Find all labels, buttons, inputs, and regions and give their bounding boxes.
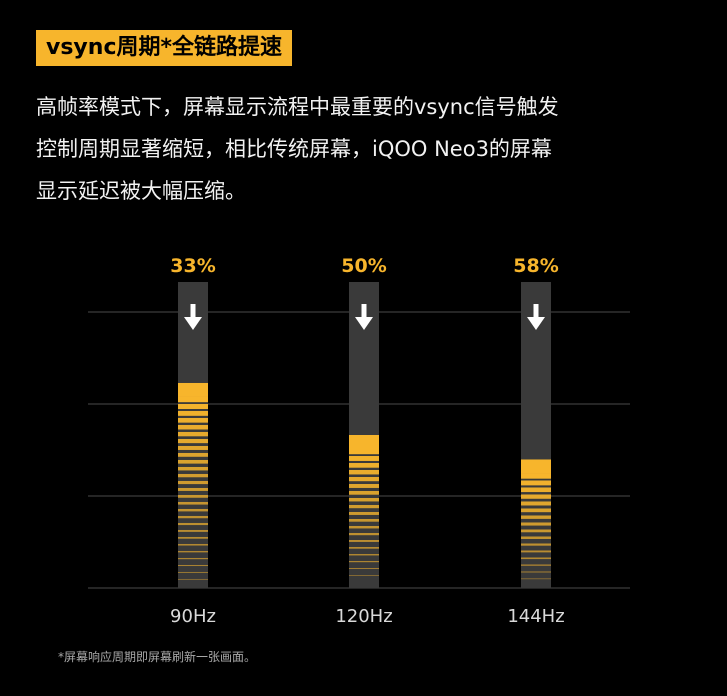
bar-stripe <box>349 526 379 529</box>
footnote: *屏幕响应周期即屏幕刷新一张画面。 <box>58 650 257 664</box>
data-label: 58% <box>513 255 558 277</box>
data-label: 33% <box>170 255 215 277</box>
arrow-head <box>527 317 545 330</box>
down-arrow-icon <box>355 304 373 330</box>
bar-stripe <box>178 396 208 403</box>
bars <box>178 282 551 588</box>
bar-stripe <box>178 410 208 416</box>
bar-stripe <box>521 550 551 553</box>
bar-stripe <box>178 508 208 512</box>
bar-stripe <box>521 543 551 546</box>
bar-stripe <box>178 515 208 519</box>
bar-stripe <box>178 473 208 478</box>
description-line: 控制周期显著缩短，相比传统屏幕，iQOO Neo3的屏幕 <box>36 137 552 161</box>
bar-stripe <box>521 508 551 513</box>
bar-stripe <box>521 515 551 519</box>
bar-stripe <box>521 522 551 526</box>
bar-stripe <box>178 557 208 560</box>
bar-stripe <box>349 470 379 475</box>
bar-stripe <box>521 564 551 566</box>
bar-stripe <box>521 536 551 539</box>
description-paragraph: 高帧率模式下，屏幕显示流程中最重要的vsync信号触发 控制周期显著缩短，相比传… <box>36 86 696 212</box>
bar-stripe <box>521 578 551 580</box>
bar-stripe <box>178 459 208 464</box>
category-label: 90Hz <box>170 606 216 627</box>
vsync-bar-chart: 33% 90Hz 50% 120Hz 58% 144Hz <box>88 255 630 627</box>
bar-stripe <box>349 456 379 461</box>
bar-stripe <box>349 554 379 556</box>
section-heading: vsync周期*全链路提速 <box>36 30 292 66</box>
down-arrow-icon <box>527 304 545 330</box>
bar-stripe <box>349 533 379 536</box>
bar-stripe <box>521 557 551 560</box>
bar-stripe <box>178 543 208 546</box>
bar-fill-cap <box>349 435 379 449</box>
bar-stripe <box>521 480 551 486</box>
description-line: 高帧率模式下，屏幕显示流程中最重要的vsync信号触发 <box>36 95 559 119</box>
bar-stripe <box>349 512 379 515</box>
bar-stripe <box>178 431 208 437</box>
bar-stripe <box>349 484 379 488</box>
description-line: 显示延迟被大幅压缩。 <box>36 179 246 203</box>
arrow-head <box>184 317 202 330</box>
bar-stripe <box>349 463 379 468</box>
bar-stripe <box>178 536 208 539</box>
bar-stripe <box>521 494 551 499</box>
bar-stripe <box>178 480 208 485</box>
bar-stripe <box>521 571 551 573</box>
bar-stripe <box>349 519 379 522</box>
bar-stripe <box>349 568 379 569</box>
arrow-shaft <box>190 304 196 320</box>
bar-stripe <box>349 498 379 502</box>
bar-stripe <box>178 529 208 532</box>
bar-stripe <box>349 561 379 563</box>
bar-fill-cap <box>521 459 551 474</box>
category-label: 120Hz <box>335 606 392 627</box>
bar-stripe <box>178 494 208 498</box>
bar-stripe <box>349 449 379 455</box>
labels: 33% 90Hz 50% 120Hz 58% 144Hz <box>170 255 565 627</box>
bar-stripe <box>178 571 208 573</box>
bar-stripe <box>349 540 379 542</box>
bar-stripe <box>349 505 379 509</box>
bar-stripe <box>178 445 208 450</box>
bar-stripe <box>178 424 208 430</box>
arrow-shaft <box>533 304 539 320</box>
bar-stripe <box>178 522 208 526</box>
bar-stripe <box>521 487 551 493</box>
data-label: 50% <box>341 255 386 277</box>
bar-stripe <box>178 564 208 567</box>
bar-stripe <box>178 578 208 580</box>
bar-stripe <box>178 452 208 457</box>
bar-stripe <box>521 473 551 479</box>
bar-stripe <box>349 547 379 549</box>
bar-stripe <box>349 477 379 482</box>
bar-stripe <box>178 403 208 410</box>
bar-stripe <box>178 550 208 553</box>
bar-stripe <box>349 575 379 576</box>
category-label: 144Hz <box>507 606 564 627</box>
bar-stripe <box>178 417 208 423</box>
bar-fill-cap <box>178 382 208 397</box>
arrow-head <box>355 317 373 330</box>
arrow-shaft <box>361 304 367 320</box>
bar-stripe <box>178 487 208 491</box>
bar-stripe <box>178 466 208 471</box>
bar-stripe <box>178 438 208 444</box>
bar-stripe <box>521 529 551 533</box>
down-arrow-icon <box>184 304 202 330</box>
bar-stripe <box>178 501 208 505</box>
bar-stripe <box>521 501 551 506</box>
bar-stripe <box>349 491 379 495</box>
